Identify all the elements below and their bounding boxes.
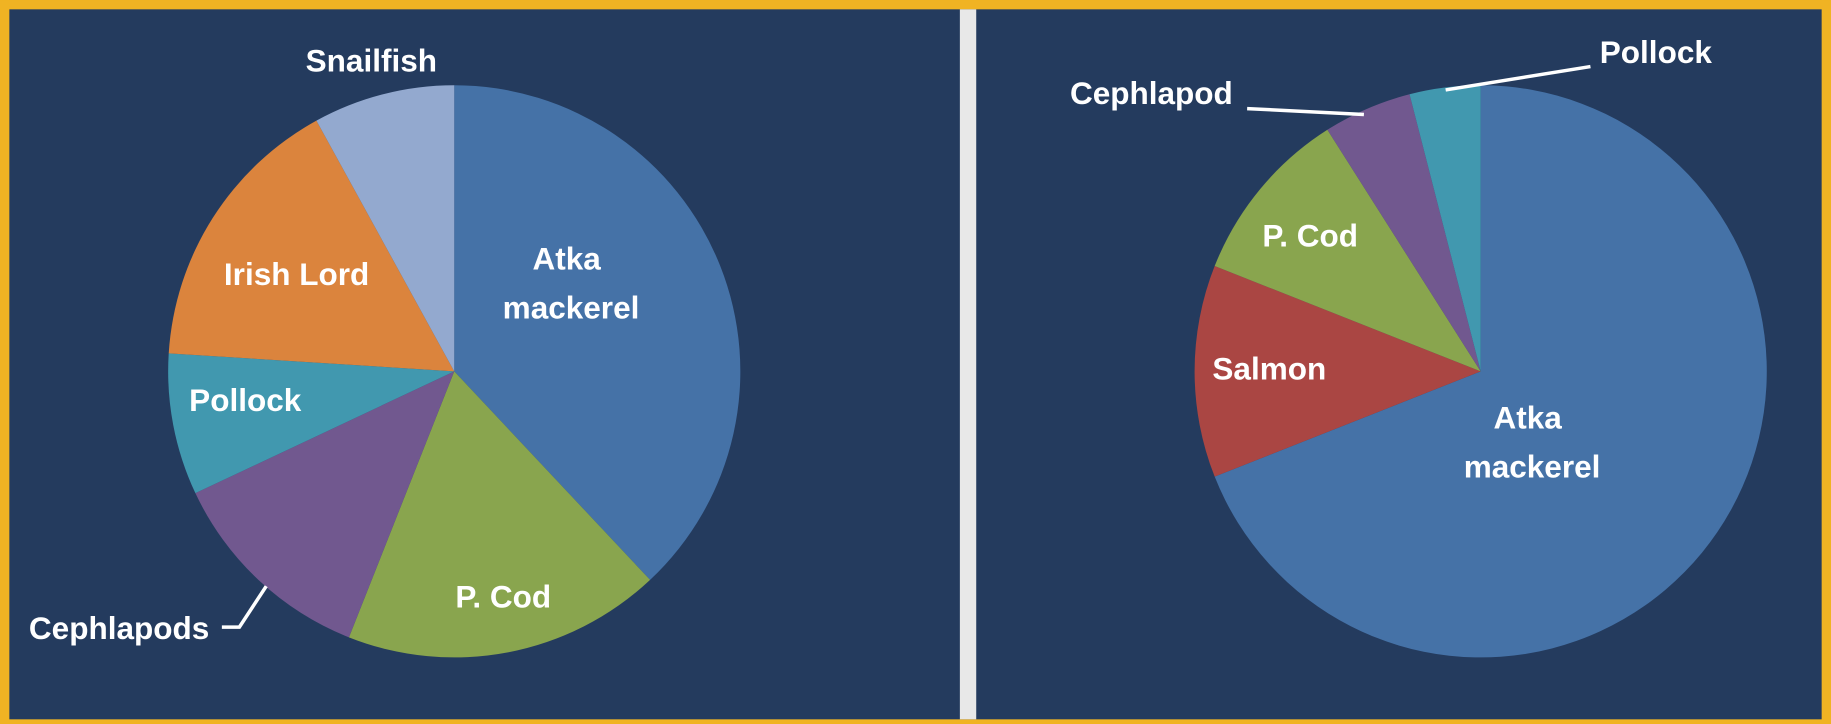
slice-label: Atka mackerel (1464, 400, 1601, 485)
pie-slice (1194, 266, 1481, 477)
leader-line (221, 585, 268, 629)
pie-slice (348, 371, 651, 658)
slice-label: Pollock (1600, 34, 1713, 70)
slice-label: Irish Lord (224, 256, 369, 292)
slice-label: Pollock (189, 382, 302, 418)
pie-slice (316, 85, 455, 372)
slice-label: Cephlapod (1070, 75, 1233, 111)
slice-label: Cephlapods (29, 610, 209, 646)
pie-chart-left: Atka mackerel P. Cod Cephlapods Pollock Iris… (29, 42, 741, 658)
pie-slice (1327, 94, 1481, 372)
pie-slice (195, 371, 455, 638)
slice-label: Snailfish (306, 42, 437, 78)
pie-slice (1214, 129, 1481, 372)
pie-slice (168, 353, 455, 494)
slice-label: P. Cod (455, 578, 551, 614)
pie-slice (454, 85, 741, 580)
pie-slice (1214, 85, 1767, 658)
pie-slice (168, 120, 455, 372)
divider (959, 9, 977, 720)
leader-line (1247, 106, 1364, 117)
pie-chart-right: Atka mackerel Salmon P. Cod Cephlapod Polloc… (1070, 34, 1767, 658)
slice-label: P. Cod (1262, 218, 1358, 254)
slice-label: Atka mackerel (503, 241, 640, 326)
pie-slice (1409, 85, 1481, 372)
leader-line (1445, 64, 1591, 92)
slice-label: Salmon (1212, 351, 1326, 387)
